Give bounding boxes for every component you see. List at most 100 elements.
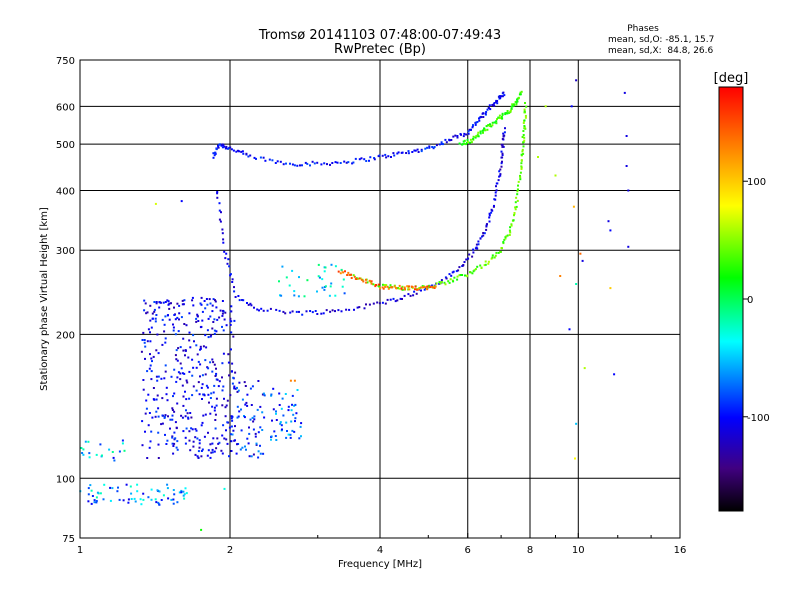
data-point — [257, 380, 260, 382]
data-point — [378, 302, 381, 305]
data-point — [253, 418, 256, 421]
data-point — [461, 274, 464, 276]
data-point — [245, 152, 248, 155]
data-point — [239, 448, 242, 451]
data-point — [499, 95, 502, 98]
data-point — [341, 285, 344, 288]
data-point — [472, 251, 475, 254]
data-point — [127, 498, 130, 501]
data-point — [123, 449, 126, 452]
data-point — [200, 303, 203, 306]
data-point — [175, 426, 178, 429]
data-point — [460, 133, 462, 136]
data-point — [301, 164, 303, 167]
data-point — [199, 363, 202, 366]
data-point — [146, 340, 149, 343]
data-point — [416, 148, 419, 151]
data-point — [213, 154, 216, 157]
data-point — [190, 427, 193, 430]
data-point — [305, 310, 308, 313]
data-point — [225, 324, 228, 327]
data-point — [491, 256, 494, 259]
data-point — [142, 498, 145, 501]
data-point — [222, 352, 225, 355]
data-point — [316, 290, 318, 293]
data-point — [215, 367, 217, 370]
data-point — [189, 346, 192, 349]
data-point — [201, 310, 204, 313]
data-point — [213, 332, 216, 335]
data-point — [125, 483, 128, 486]
colorbar-ticks: 100 0 -100 — [743, 177, 770, 424]
data-point — [374, 285, 377, 288]
data-point — [197, 381, 200, 384]
data-point — [188, 430, 191, 433]
data-point — [214, 375, 217, 377]
data-point — [229, 433, 232, 436]
data-point — [499, 250, 502, 253]
data-point — [157, 375, 160, 378]
data-point — [472, 248, 475, 251]
data-point — [145, 407, 148, 410]
data-point — [296, 164, 299, 167]
data-point — [280, 294, 283, 297]
data-point — [328, 294, 331, 297]
data-point — [168, 307, 171, 310]
data-point — [241, 299, 244, 301]
data-point — [424, 147, 427, 150]
data-point — [230, 450, 233, 452]
data-point — [454, 134, 457, 137]
data-point — [423, 288, 426, 291]
data-point — [295, 412, 298, 415]
data-point — [209, 361, 212, 364]
data-point — [330, 282, 333, 285]
data-point — [143, 299, 146, 302]
data-point — [575, 422, 578, 425]
data-point — [167, 300, 170, 303]
data-point — [170, 302, 172, 305]
data-point — [428, 145, 431, 148]
data-point — [189, 412, 192, 414]
data-point — [487, 124, 490, 127]
data-point — [464, 274, 466, 277]
data-point — [154, 498, 157, 501]
data-point — [500, 162, 503, 165]
data-point — [381, 154, 384, 157]
data-point — [87, 493, 90, 496]
data-point — [157, 407, 160, 410]
data-point — [155, 501, 158, 504]
data-point — [445, 277, 448, 280]
data-point — [432, 147, 435, 150]
data-point — [509, 231, 512, 234]
data-point — [230, 348, 232, 351]
data-point — [195, 344, 198, 347]
data-point — [185, 409, 187, 412]
data-point — [348, 308, 351, 311]
data-point — [173, 306, 175, 309]
data-point — [269, 307, 272, 310]
data-point — [227, 353, 230, 356]
data-point — [188, 439, 191, 442]
data-point — [415, 292, 418, 295]
data-point — [263, 416, 266, 419]
data-point — [210, 451, 213, 454]
data-point — [365, 160, 368, 162]
data-point — [206, 329, 209, 332]
data-point — [228, 374, 230, 377]
data-point — [163, 323, 166, 326]
x-tick-label: 2 — [227, 545, 233, 556]
data-point — [224, 406, 227, 409]
data-point — [199, 345, 202, 348]
data-point — [180, 414, 183, 417]
data-point — [252, 420, 255, 423]
data-point — [438, 143, 441, 146]
data-point — [173, 314, 176, 316]
data-point — [431, 146, 434, 148]
data-point — [366, 281, 369, 284]
data-point — [155, 349, 158, 352]
data-point — [522, 122, 525, 124]
data-point — [489, 123, 491, 126]
data-point — [476, 121, 479, 123]
data-point — [221, 146, 224, 149]
data-point — [187, 416, 190, 419]
